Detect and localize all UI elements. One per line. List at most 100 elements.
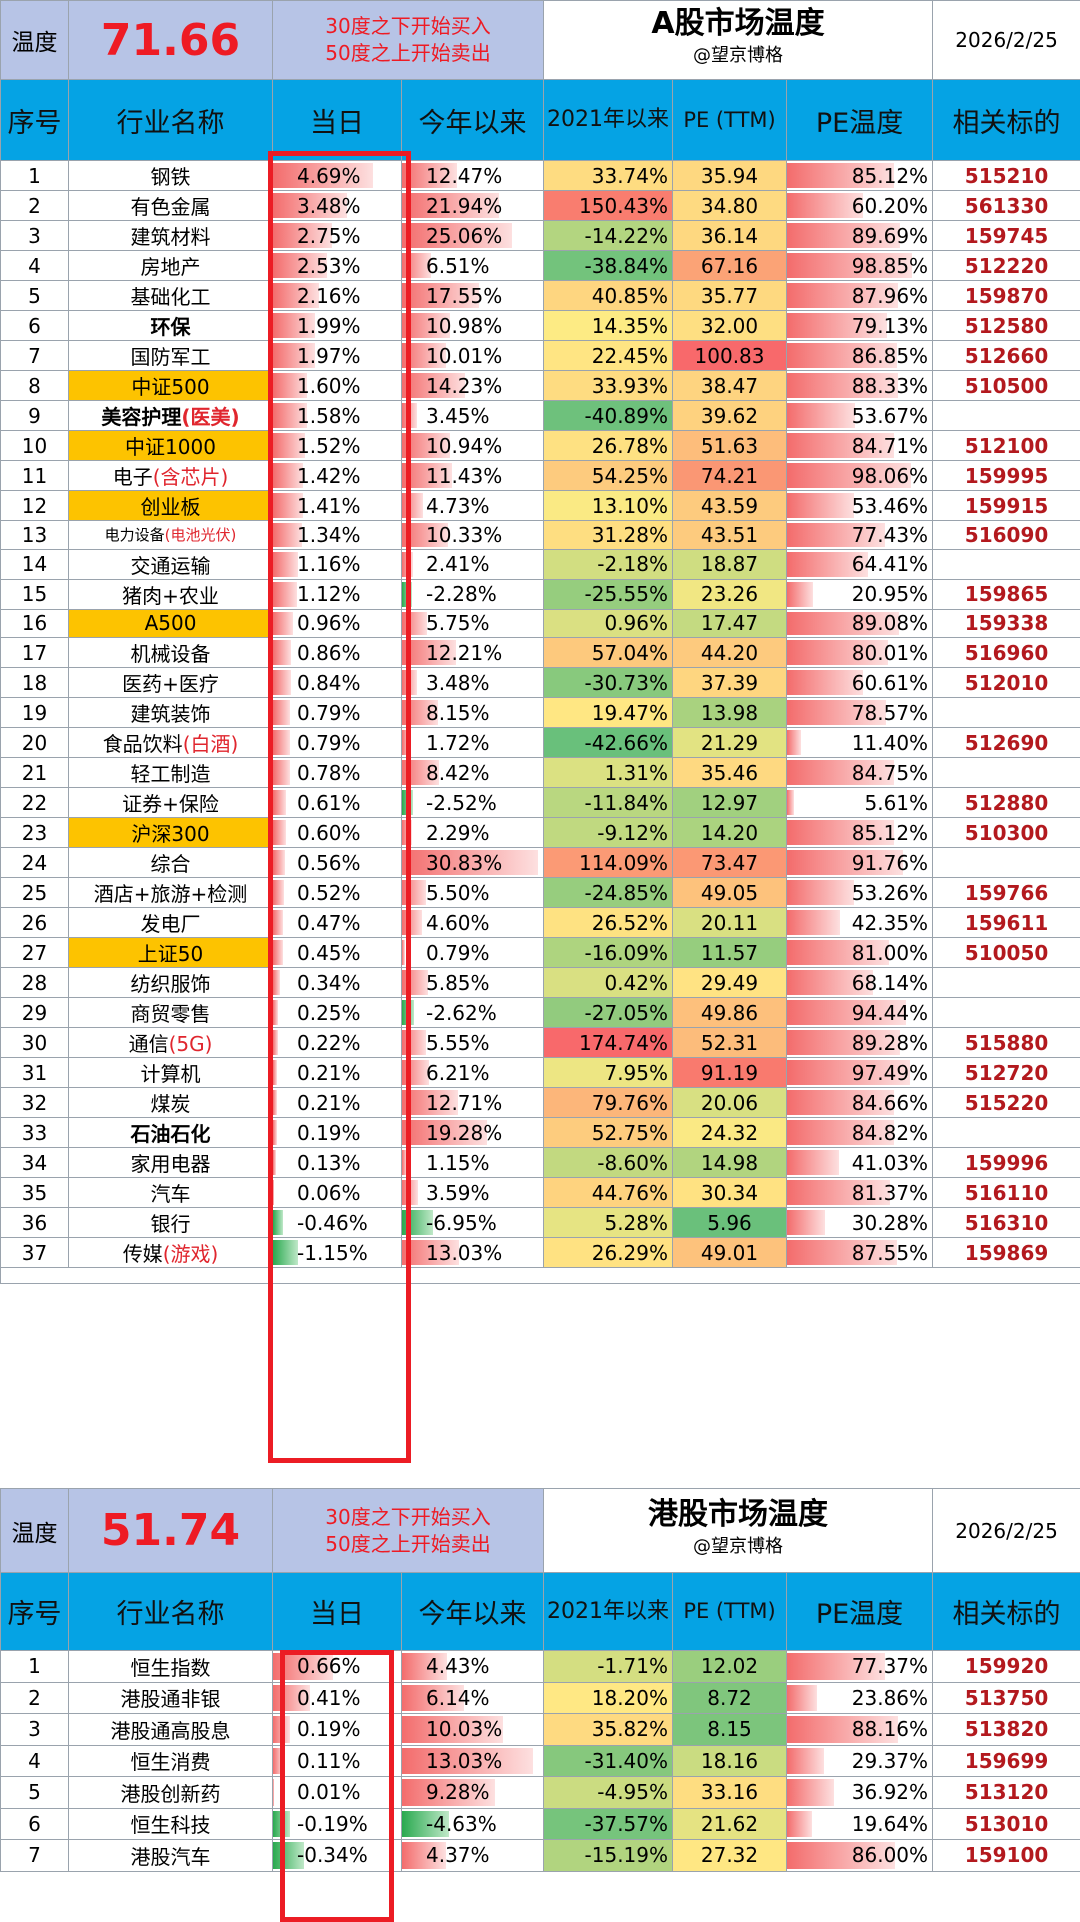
day-change-value: 0.56% — [297, 850, 361, 875]
day-change: 0.41% — [272, 1681, 402, 1714]
pe-temperature-databar — [787, 343, 897, 368]
pe-temperature: 79.13% — [786, 310, 934, 341]
related-ticker: 561330 — [932, 190, 1080, 221]
industry-name: 中证500 — [68, 370, 273, 401]
pe-temperature-value: 60.61% — [851, 670, 929, 695]
pe-temperature-value: 88.16% — [851, 1717, 929, 1742]
row-index: 22 — [0, 787, 69, 819]
market-temperature-value: 71.66 — [68, 0, 273, 80]
rule-buy: 30度之下开始买入 — [325, 1504, 491, 1529]
col-header-name: 行业名称 — [68, 1572, 273, 1651]
day-change-databar — [273, 700, 290, 726]
industry-name-text: 环保 — [150, 315, 191, 339]
ytd-change-databar — [402, 940, 406, 966]
pe-ttm: 23.26 — [672, 578, 788, 610]
rule-sell: 50度之上开始卖出 — [325, 41, 491, 65]
ytd-change: 5.55% — [400, 1027, 545, 1059]
pe-ttm: 51.63 — [672, 430, 788, 461]
ytd-change-databar — [402, 223, 513, 248]
ytd-change-databar — [402, 670, 418, 696]
col-header-pe-temperature: PE温度 — [786, 1572, 934, 1651]
pe-temperature-value: 42.35% — [851, 910, 929, 935]
ytd-change-value: 5.50% — [426, 880, 490, 905]
day-change-databar — [273, 640, 292, 666]
pe-ttm: 37.39 — [672, 667, 788, 699]
ytd-change-value: 6.21% — [426, 1060, 490, 1085]
row-index: 8 — [0, 370, 69, 401]
table-row: 12 创业板 1.41% 4.73% 13.10% 43.59 53.46% 159915 — [0, 490, 1080, 521]
industry-name-text: 国防军工 — [130, 345, 211, 369]
table-row: 18 医药+医疗 0.84% 3.48% -30.73% 37.39 60.61% 51201… — [0, 667, 1080, 699]
row-index: 1 — [0, 160, 69, 191]
row-index: 32 — [0, 1087, 69, 1119]
industry-name-text: 传媒 — [122, 1242, 163, 1267]
since-2021-change: 26.78% — [543, 430, 674, 461]
col-header-index: 序号 — [0, 1572, 69, 1651]
industry-name: 食品饮料(白酒) — [68, 727, 273, 759]
pe-temperature: 41.03% — [786, 1147, 934, 1179]
related-ticker: 512690 — [932, 727, 1080, 759]
day-change-databar — [273, 193, 348, 218]
related-ticker — [932, 1117, 1080, 1149]
ytd-change-databar — [402, 581, 413, 607]
table-row: 36 银行 -0.46% -6.95% 5.28% 5.96 30.28% 516310 — [0, 1207, 1080, 1239]
ytd-change: -4.63% — [400, 1807, 545, 1840]
pe-ttm: 38.47 — [672, 370, 788, 401]
since-2021-change: -40.89% — [543, 400, 674, 431]
related-ticker: 515880 — [932, 1027, 1080, 1059]
pe-ttm: 30.34 — [672, 1177, 788, 1209]
related-ticker — [932, 847, 1080, 879]
col-header-related-ticker: 相关标的 — [932, 79, 1080, 161]
industry-name: 电力设备(电池光伏) — [68, 520, 273, 550]
ytd-change-databar — [402, 880, 427, 906]
row-index: 3 — [0, 220, 69, 251]
industry-name: 医药+医疗 — [68, 667, 273, 699]
related-ticker: 515210 — [932, 160, 1080, 191]
ytd-change-value: 10.03% — [426, 1717, 503, 1742]
pe-temperature: 5.61% — [786, 787, 934, 819]
ytd-change: 13.03% — [400, 1744, 545, 1777]
table-row: 3 港股通高股息 0.19% 10.03% 35.82% 8.15 88.16% 513820 — [0, 1713, 1080, 1746]
rule-sell: 50度之上开始卖出 — [325, 1531, 491, 1556]
author-handle: @望京博格 — [693, 1535, 784, 1557]
day-change-databar — [273, 1716, 291, 1743]
industry-name: 猪肉+农业 — [68, 578, 273, 610]
table-row: 22 证券+保险 0.61% -2.52% -11.84% 12.97 5.61% 51288… — [0, 787, 1080, 819]
ytd-change-databar — [402, 403, 418, 428]
since-2021-change: 13.10% — [543, 490, 674, 521]
since-2021-change: 79.76% — [543, 1087, 674, 1119]
day-change: 0.86% — [272, 637, 402, 669]
day-change-value: 2.16% — [297, 283, 361, 308]
industry-name-text: 电子 — [112, 465, 153, 489]
pe-ttm: 35.77 — [672, 280, 788, 311]
related-ticker — [932, 400, 1080, 431]
day-change: 1.99% — [272, 310, 402, 341]
day-change-databar — [273, 581, 297, 607]
ytd-change-value: -2.28% — [426, 582, 497, 607]
day-change-value: 0.19% — [297, 1120, 361, 1145]
day-change: 1.12% — [272, 578, 402, 610]
related-ticker: 516960 — [932, 637, 1080, 669]
ytd-change: 10.98% — [400, 310, 545, 341]
ytd-change-value: 12.47% — [426, 163, 503, 188]
pe-ttm: 35.94 — [672, 160, 788, 191]
ytd-change: 12.47% — [400, 160, 545, 191]
ytd-change: -2.52% — [400, 787, 545, 819]
ytd-change-value: 10.94% — [426, 433, 503, 458]
ytd-change-databar — [402, 820, 413, 846]
related-ticker: 510300 — [932, 817, 1080, 849]
industry-name-text: 食品饮料 — [102, 732, 183, 757]
since-2021-change: -8.60% — [543, 1147, 674, 1179]
day-change-value: 0.19% — [297, 1717, 361, 1742]
day-change-value: 0.41% — [297, 1685, 361, 1710]
industry-name-text: 恒生消费 — [130, 1750, 211, 1775]
row-index: 13 — [0, 520, 69, 550]
pe-ttm: 35.46 — [672, 757, 788, 789]
pe-temperature-databar — [787, 910, 841, 936]
pe-temperature-value: 84.66% — [851, 1090, 929, 1115]
ytd-change-value: -6.95% — [426, 1210, 497, 1235]
pe-temperature: 81.00% — [786, 937, 934, 969]
related-ticker: 159915 — [932, 490, 1080, 521]
row-index: 28 — [0, 967, 69, 999]
day-change-databar — [273, 283, 320, 308]
